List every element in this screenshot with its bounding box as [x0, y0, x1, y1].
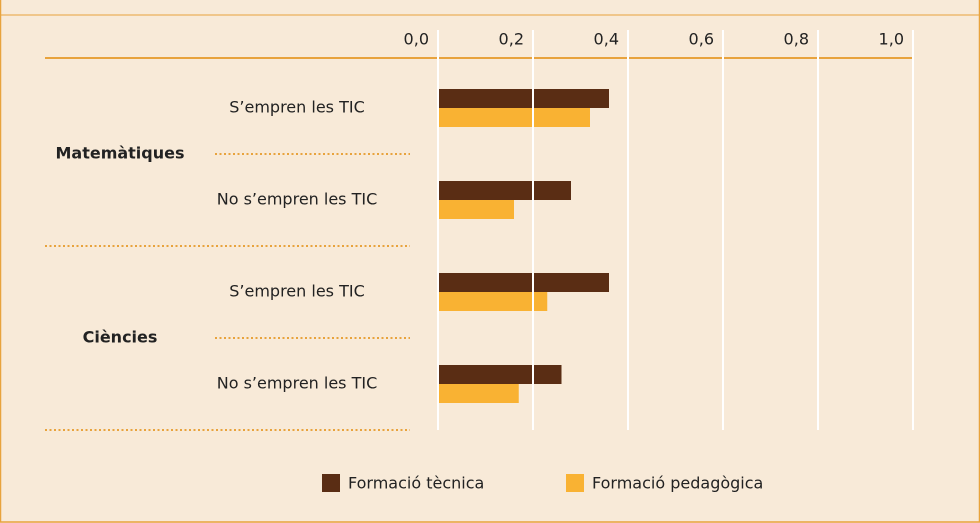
group-label: Matemàtiques [55, 144, 184, 163]
bar [438, 108, 590, 127]
bar [438, 89, 609, 108]
x-tick-label: 0,6 [689, 30, 714, 49]
category-label: No s’empren les TIC [217, 190, 378, 209]
group-label: Ciències [83, 328, 158, 347]
bar [438, 273, 609, 292]
bar [438, 181, 571, 200]
bar [438, 384, 519, 403]
bar [438, 292, 548, 311]
legend-label: Formació pedagògica [592, 474, 763, 493]
bar [438, 365, 562, 384]
legend-swatch [566, 474, 584, 492]
legend-label: Formació tècnica [348, 474, 484, 493]
x-tick-label: 0,4 [594, 30, 619, 49]
x-tick-label: 1,0 [879, 30, 904, 49]
bar [438, 200, 514, 219]
category-label: S’empren les TIC [229, 98, 365, 117]
x-tick-label: 0,8 [784, 30, 809, 49]
legend-swatch [322, 474, 340, 492]
category-label: S’empren les TIC [229, 282, 365, 301]
x-tick-label: 0,0 [404, 30, 429, 49]
category-label: No s’empren les TIC [217, 374, 378, 393]
x-tick-label: 0,2 [499, 30, 524, 49]
